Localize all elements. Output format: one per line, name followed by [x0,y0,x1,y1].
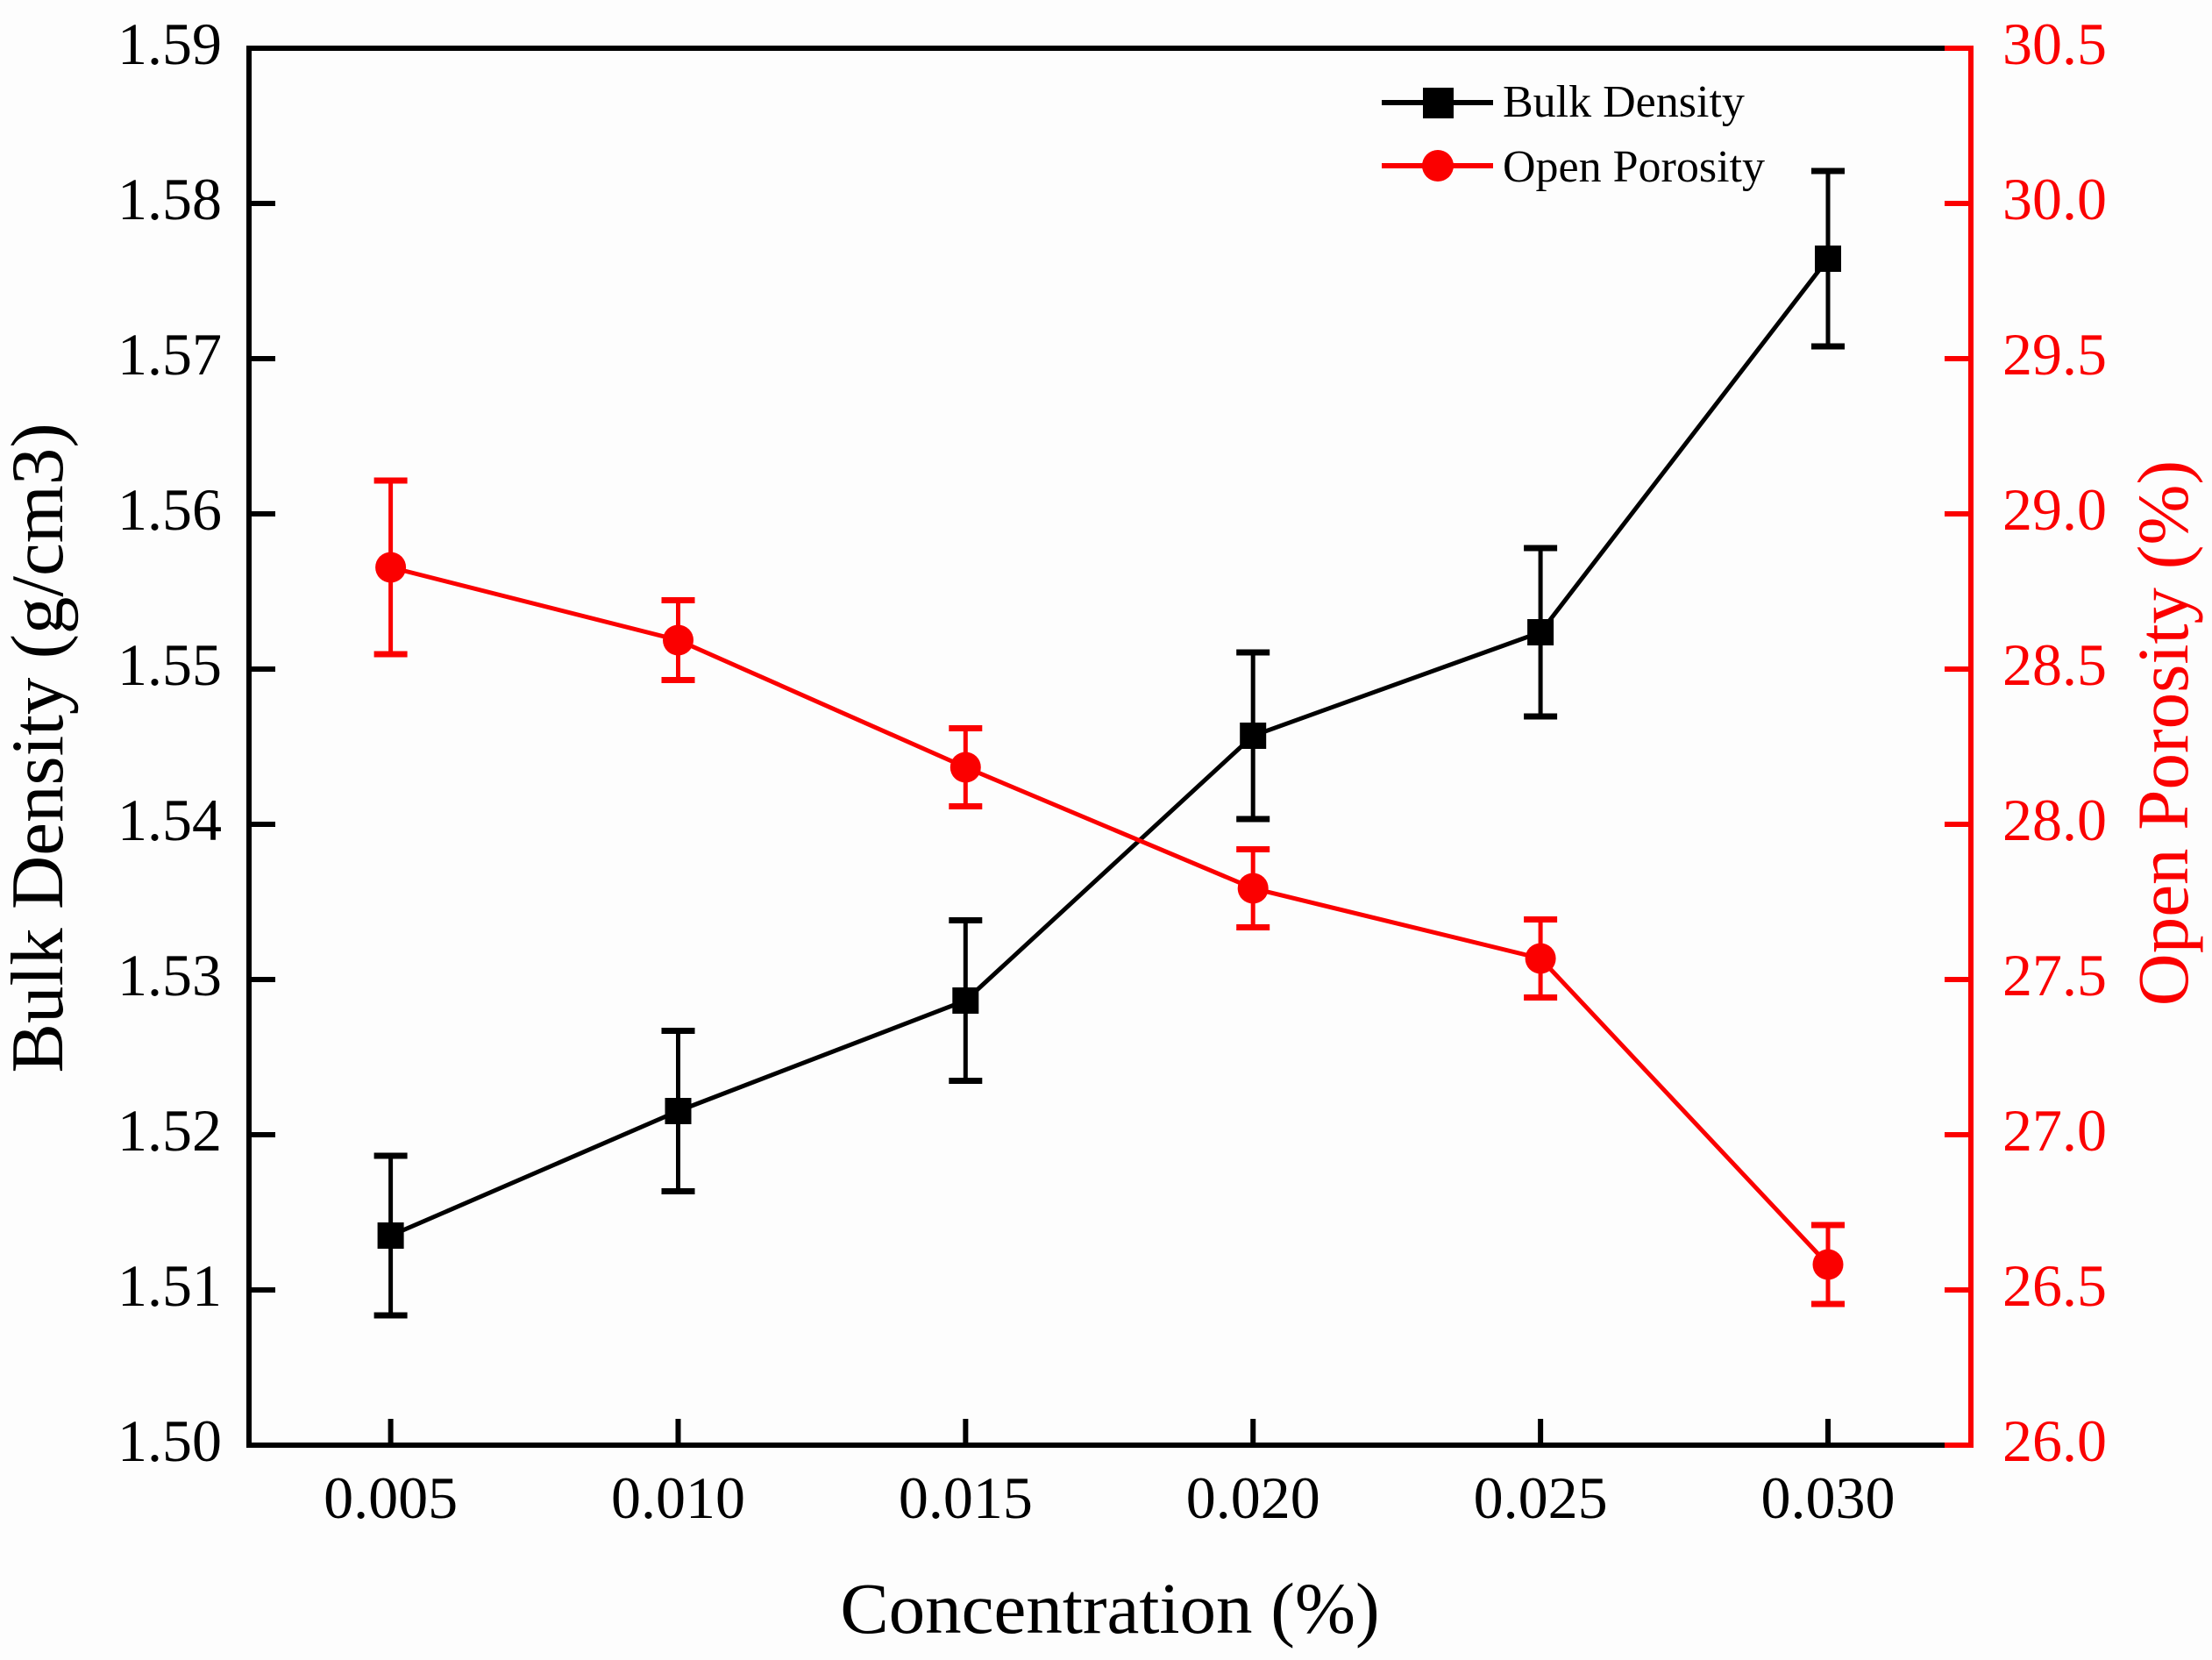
svg-text:1.55: 1.55 [117,631,222,698]
svg-text:0.010: 0.010 [611,1464,745,1531]
svg-text:30.0: 30.0 [2002,166,2107,232]
svg-text:1.59: 1.59 [117,11,222,77]
svg-text:0.020: 0.020 [1186,1464,1320,1531]
svg-text:1.58: 1.58 [117,166,222,232]
svg-text:30.5: 30.5 [2002,11,2107,77]
svg-text:Open Porosity: Open Porosity [1503,142,1765,192]
svg-text:0.015: 0.015 [899,1464,1033,1531]
svg-text:1.56: 1.56 [117,476,222,543]
svg-text:27.5: 27.5 [2002,942,2107,1008]
svg-text:29.5: 29.5 [2002,321,2107,388]
svg-text:1.57: 1.57 [117,321,222,388]
svg-text:1.50: 1.50 [117,1407,222,1474]
svg-text:Bulk Density (g/cm3): Bulk Density (g/cm3) [0,423,79,1072]
svg-text:27.0: 27.0 [2002,1097,2107,1164]
svg-text:1.51: 1.51 [117,1252,222,1319]
svg-text:0.005: 0.005 [324,1464,458,1531]
svg-text:1.54: 1.54 [117,787,222,853]
svg-text:26.0: 26.0 [2002,1407,2107,1474]
svg-text:28.0: 28.0 [2002,787,2107,853]
svg-text:Bulk Density: Bulk Density [1503,77,1745,127]
svg-text:28.5: 28.5 [2002,631,2107,698]
svg-text:26.5: 26.5 [2002,1252,2107,1319]
svg-text:Open Porosity (%): Open Porosity (%) [2123,460,2203,1006]
svg-text:1.52: 1.52 [117,1097,222,1164]
svg-text:1.53: 1.53 [117,942,222,1008]
svg-text:0.030: 0.030 [1761,1464,1895,1531]
svg-text:Concentration (%): Concentration (%) [840,1568,1379,1649]
svg-text:0.025: 0.025 [1474,1464,1608,1531]
svg-text:29.0: 29.0 [2002,476,2107,543]
